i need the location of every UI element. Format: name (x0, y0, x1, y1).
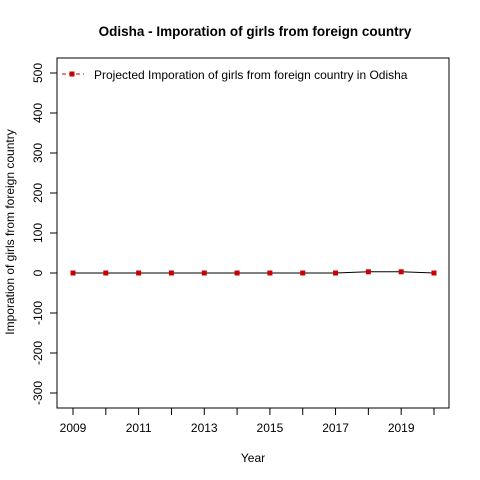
y-tick-label--300: -300 (31, 381, 45, 405)
y-tick-label--200: -200 (31, 341, 45, 365)
y-tick-label-500: 500 (31, 63, 45, 83)
data-point-2010 (103, 270, 109, 276)
series-layer (70, 269, 437, 276)
chart-title: Odisha - Imporation of girls from foreig… (99, 24, 412, 39)
data-point-2017 (333, 270, 339, 276)
data-point-2018 (365, 269, 371, 275)
x-tick-label-2019: 2019 (388, 421, 415, 435)
legend-label: Projected Imporation of girls from forei… (94, 68, 408, 82)
data-point-2014 (234, 270, 240, 276)
y-tick-label-100: 100 (31, 223, 45, 243)
y-axis: -300 -200 -100 0 100 200 300 400 500 (31, 63, 57, 405)
data-point-2015 (267, 270, 273, 276)
y-tick-label-300: 300 (31, 143, 45, 163)
data-point-2011 (136, 270, 142, 276)
y-tick-label--100: -100 (31, 301, 45, 325)
y-tick-label-0: 0 (31, 269, 45, 276)
data-point-2016 (300, 270, 306, 276)
series-line-0 (73, 271, 435, 274)
y-tick-label-200: 200 (31, 183, 45, 203)
x-tick-label-2013: 2013 (191, 421, 218, 435)
legend-marker-swatch (69, 71, 75, 77)
data-point-2013 (201, 270, 207, 276)
x-axis: 2009 2011 2013 2015 2017 2019 (60, 408, 435, 435)
x-tick-label-2017: 2017 (322, 421, 349, 435)
x-tick-label-2015: 2015 (257, 421, 284, 435)
data-point-2012 (168, 270, 174, 276)
legend: Projected Imporation of girls from forei… (62, 68, 408, 82)
y-tick-label-400: 400 (31, 103, 45, 123)
x-tick-label-2011: 2011 (126, 421, 152, 435)
data-point-2009 (70, 270, 76, 276)
x-tick-label-2009: 2009 (60, 421, 87, 435)
data-point-2019 (398, 269, 404, 275)
x-axis-label: Year (241, 451, 265, 465)
data-point-2020 (431, 270, 437, 276)
y-axis-label: Imporation of girls from foreign country (3, 129, 17, 334)
